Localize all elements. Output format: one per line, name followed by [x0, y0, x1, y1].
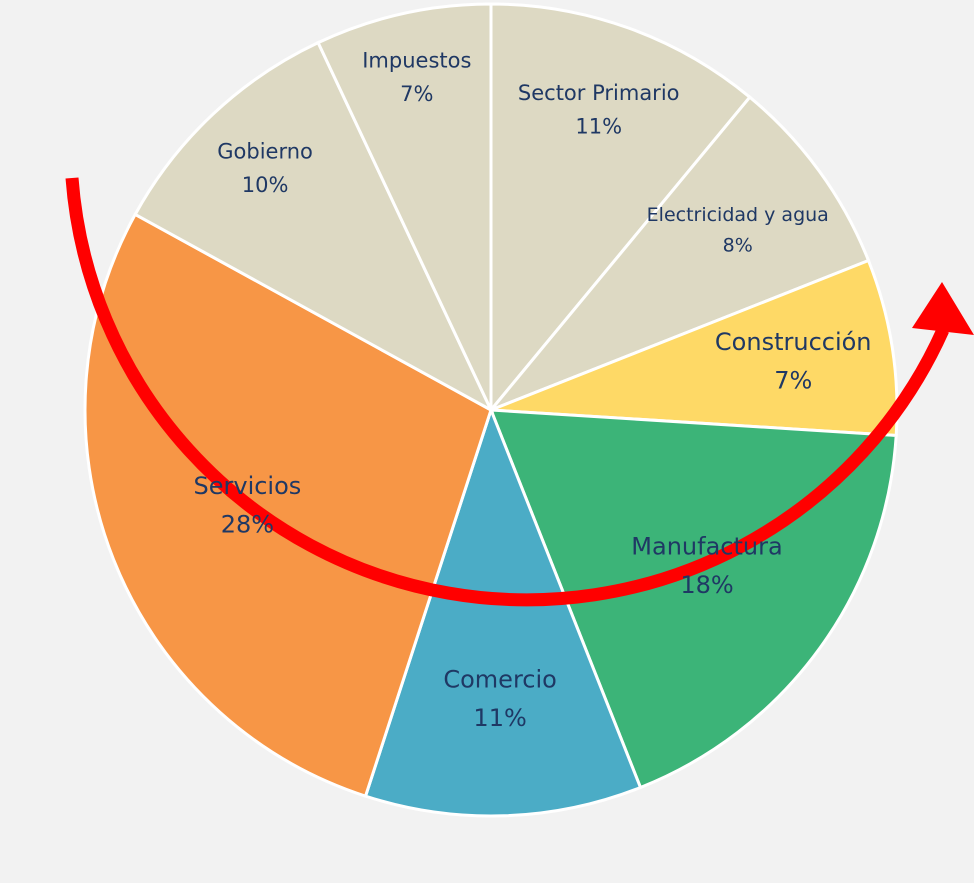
pie [83, 2, 899, 818]
slice [133, 40, 495, 414]
slice [316, 2, 493, 411]
slice-value: 10% [242, 173, 289, 197]
slice-value: 7% [400, 82, 433, 106]
labels: Sector Primario 11% Electricidad y agua 8% C… [194, 48, 872, 732]
slice-value: 7% [774, 366, 812, 394]
slice-label: Impuestos [362, 48, 471, 72]
slice-value: 11% [575, 115, 622, 139]
slice [489, 2, 752, 415]
slice [489, 95, 871, 412]
slice-label: Electricidad y agua [647, 204, 829, 226]
slice-label: Gobierno [217, 140, 313, 164]
slice [488, 408, 898, 790]
slice [490, 258, 899, 438]
slice-label: Servicios [194, 472, 302, 500]
slice-label: Sector Primario [518, 81, 680, 105]
slice-value: 8% [723, 234, 753, 256]
arrow-head [912, 282, 974, 335]
slice [363, 405, 643, 818]
cycle-arrow [65, 177, 949, 607]
slice-label: Construcción [715, 328, 872, 356]
slice-value: 18% [680, 571, 733, 599]
slice-value: 28% [221, 511, 274, 539]
slice-label: Comercio [443, 666, 556, 694]
slice-value: 11% [473, 704, 526, 732]
slice-label: Manufactura [631, 533, 782, 561]
